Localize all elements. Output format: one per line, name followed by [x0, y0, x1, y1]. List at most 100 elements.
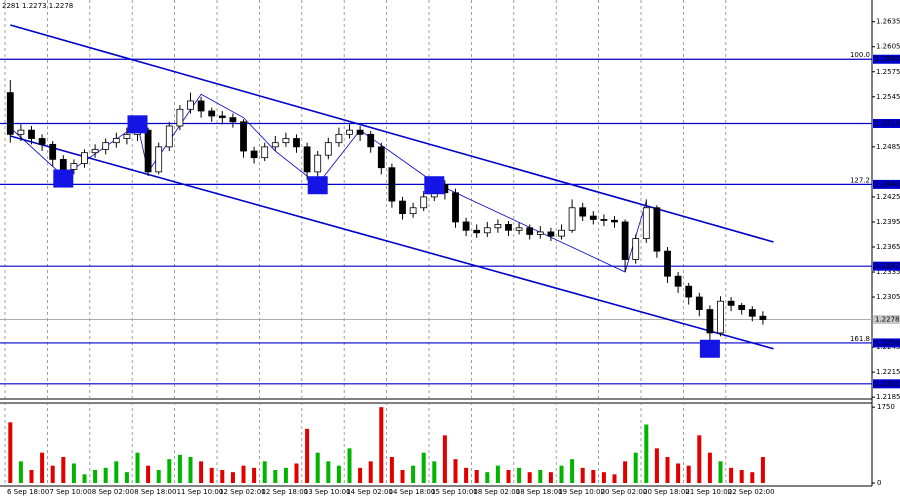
volume-bar	[114, 461, 119, 483]
candle-body	[759, 315, 767, 320]
volume-bar	[580, 467, 585, 483]
candle-body	[240, 121, 247, 152]
x-tick-label: 8 Sep 18:00	[134, 488, 176, 496]
fib-label: 127.2	[850, 176, 870, 184]
volume-bar	[241, 465, 246, 483]
candle-body	[102, 142, 110, 150]
level-label-box	[873, 379, 900, 389]
volume-bar	[718, 461, 723, 483]
volume-bar	[326, 461, 331, 483]
volume-bar	[336, 465, 341, 483]
level-label-box	[873, 338, 900, 348]
volume-bar	[517, 467, 522, 483]
candle-body	[579, 207, 587, 217]
pivot-marker	[307, 176, 328, 195]
volume-bar	[61, 457, 66, 483]
volume-tick-label: 0	[877, 479, 881, 487]
level-label-box	[873, 54, 900, 64]
volume-bar	[474, 470, 479, 483]
x-tick-label: 19 Sep 10:00	[558, 488, 605, 496]
volume-bar	[686, 465, 691, 483]
volume-bar	[358, 467, 363, 483]
level-label: 1.2342	[875, 262, 900, 270]
candle-body	[664, 250, 671, 277]
x-tick-label: 12 Sep 02:00	[219, 488, 266, 496]
volume-bar	[421, 452, 426, 483]
candle-body	[229, 117, 237, 123]
volume-bar	[644, 424, 649, 483]
candle-body	[356, 129, 364, 135]
candle-body	[674, 275, 682, 287]
pivot-marker	[699, 339, 720, 358]
candle-body	[335, 133, 343, 144]
candle-body	[218, 115, 226, 119]
volume-bar	[18, 461, 23, 483]
volume-bar	[294, 463, 299, 483]
candle-body	[59, 158, 67, 170]
candle-body	[367, 133, 375, 148]
volume-bar	[305, 428, 310, 483]
candle-body	[38, 138, 46, 145]
volume-tick-label: 1750	[877, 403, 895, 411]
volume-bar	[209, 467, 214, 483]
x-tick-label: 20 Sep 18:00	[643, 488, 690, 496]
candle-body	[17, 129, 25, 135]
x-tick-label: 7 Sep 10:00	[49, 488, 91, 496]
volume-bar	[623, 461, 628, 483]
candle-body	[377, 146, 385, 169]
volume-bar	[612, 474, 617, 483]
volume-bar	[347, 448, 352, 483]
volume-bar	[252, 467, 257, 483]
candle-body	[123, 133, 131, 139]
candle-body	[483, 227, 491, 234]
level-label-box	[873, 179, 900, 189]
candle-body	[452, 192, 459, 223]
y-tick-label: 1.2335	[876, 268, 900, 276]
level-label: 1.2513	[875, 119, 900, 127]
volume-bar	[411, 465, 416, 483]
level-label: 1.2440	[875, 180, 900, 188]
volume-bar	[71, 463, 76, 483]
volume-bar	[389, 457, 394, 483]
candle-body	[250, 150, 258, 159]
candle-body	[314, 154, 322, 173]
channel-line	[10, 135, 774, 350]
candle-body	[558, 229, 565, 237]
volume-bar	[527, 472, 532, 483]
volume-bar	[156, 470, 161, 483]
volume-bar	[93, 470, 98, 483]
volume-bar	[50, 465, 55, 483]
candle-body	[6, 92, 14, 135]
candle-body	[526, 227, 534, 235]
volume-bar	[548, 472, 553, 483]
candle-body	[547, 231, 555, 237]
volume-bar	[262, 461, 267, 483]
candle-body	[494, 224, 502, 229]
candle-body	[144, 129, 152, 173]
candle-body	[420, 196, 428, 209]
candle-body	[261, 146, 269, 159]
candle-body	[589, 215, 597, 220]
volume-bar	[188, 457, 193, 483]
last-price-box	[873, 315, 900, 325]
volume-bar	[8, 422, 13, 483]
pivot-marker	[53, 169, 74, 188]
candle-body	[568, 207, 576, 231]
volume-bar	[506, 470, 511, 483]
candle-body	[282, 138, 290, 144]
volume-bar	[103, 467, 108, 483]
volume-bar	[633, 452, 638, 483]
candle-body	[303, 146, 311, 173]
x-tick-label: 14 Sep 02:00	[346, 488, 393, 496]
volume-bar	[432, 461, 437, 483]
volume-bar	[538, 470, 543, 483]
volume-bar	[177, 454, 182, 483]
volume-bar	[559, 465, 564, 483]
last-price-label: 1.2278	[875, 316, 900, 324]
candle-body	[738, 304, 746, 310]
volume-bar	[124, 472, 129, 483]
x-tick-label: 22 Sep 02:00	[728, 488, 775, 496]
candle-body	[271, 142, 279, 148]
